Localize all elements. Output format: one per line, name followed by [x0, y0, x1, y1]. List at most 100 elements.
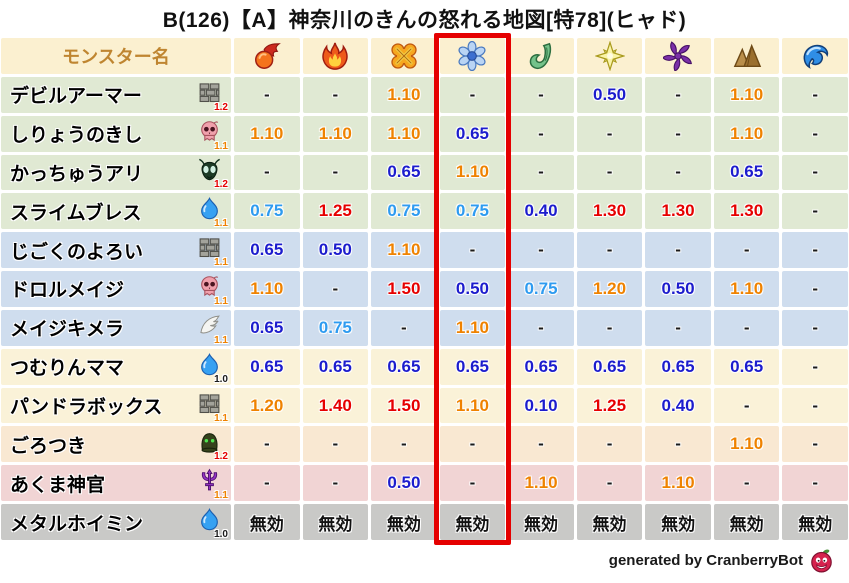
resistance-cell: 0.50 [645, 271, 711, 307]
explosion-icon [389, 41, 419, 71]
resistance-cell: 1.10 [234, 271, 300, 307]
monster-name-cell: ドロルメイジ 1.1 [1, 271, 231, 307]
resistance-cell: 無効 [439, 504, 506, 540]
resistance-cell: - [302, 154, 369, 191]
bug-icon [197, 157, 222, 182]
resistance-cell: 0.50 [439, 271, 506, 307]
resistance-cell: 0.65 [439, 115, 506, 152]
resistance-cell: - [234, 76, 300, 113]
slime-icon [197, 507, 222, 532]
resistance-cell: 1.10 [371, 76, 437, 113]
resistance-cell: 0.75 [508, 271, 574, 307]
family-badge: 1.1 [196, 196, 228, 229]
monster-name: デビルアーマー [10, 86, 142, 108]
resistance-cell: - [645, 115, 711, 152]
resistance-cell: - [782, 309, 848, 346]
monster-name: つむりんママ [10, 358, 125, 380]
family-badge: 1.1 [196, 468, 228, 501]
monster-name: じごくのよろい [10, 241, 144, 263]
resistance-cell: 無効 [576, 504, 643, 540]
resistance-cell: 1.10 [371, 115, 437, 152]
resistance-cell: 0.65 [234, 232, 300, 269]
resistance-cell: 0.50 [371, 465, 437, 502]
family-badge: 1.1 [196, 313, 228, 346]
monster-name-cell: しりょうのきし 1.1 [1, 115, 231, 152]
element-column-header-wave [782, 38, 848, 74]
resistance-cell: - [302, 76, 369, 113]
credit-text: generated by CranberryBot [608, 552, 803, 569]
resistance-cell: - [782, 387, 848, 424]
resistance-cell: 無効 [713, 504, 780, 540]
element-column-header-flame [302, 38, 369, 74]
monster-name-cell: ごろつき 1.2 [1, 426, 231, 463]
skull-icon [197, 274, 222, 299]
resistance-cell: 0.65 [371, 154, 437, 191]
monster-name-cell: パンドラボックス 1.1 [1, 387, 231, 424]
resistance-cell: - [234, 154, 300, 191]
monster-name: パンドラボックス [10, 397, 163, 419]
resistance-cell: 無効 [234, 504, 300, 540]
resistance-cell: 無効 [302, 504, 369, 540]
resistance-cell: 0.50 [302, 232, 369, 269]
resistance-cell: 1.30 [576, 193, 643, 230]
page-title: B(126)【A】神奈川のきんの怒れる地図[特78](ヒャド) [162, 9, 687, 32]
resistance-cell: - [439, 232, 506, 269]
family-multiplier: 1.1 [214, 295, 228, 307]
resistance-cell: - [439, 76, 506, 113]
resistance-cell: 0.65 [713, 348, 780, 385]
monster-name-column-header: モンスター名 [1, 38, 231, 74]
brick-icon [197, 391, 222, 416]
resistance-cell: 1.30 [645, 193, 711, 230]
resistance-cell: 0.50 [576, 76, 643, 113]
monster-name: スライムブレス [10, 202, 142, 224]
resistance-cell: 1.10 [508, 465, 574, 502]
resistance-cell: 0.75 [371, 193, 437, 230]
resistance-cell: 1.40 [302, 387, 369, 424]
monster-name-cell: つむりんママ 1.0 [1, 348, 231, 385]
brick-icon [197, 235, 222, 260]
fireball-icon [252, 41, 282, 71]
monster-name-cell: メイジキメラ 1.1 [1, 309, 231, 346]
resistance-cell: - [234, 465, 300, 502]
monster-name-cell: じごくのよろい 1.1 [1, 232, 231, 269]
snowflake-icon [457, 40, 487, 71]
resistance-cell: - [713, 309, 780, 346]
element-column-header-star [576, 38, 643, 74]
resistance-cell: - [508, 115, 574, 152]
monster-name-cell: あくま神官 1.1 [1, 465, 231, 502]
family-badge: 1.2 [196, 80, 228, 113]
resistance-cell: 1.10 [713, 76, 780, 113]
element-column-header-tornado [508, 38, 574, 74]
monster-name: ごろつき [10, 435, 87, 457]
resistance-cell: 0.65 [371, 348, 437, 385]
resistance-cell: - [713, 387, 780, 424]
resistance-cell: 無効 [645, 504, 711, 540]
resistance-cell: 1.30 [713, 193, 780, 230]
family-badge: 1.2 [196, 429, 228, 463]
resistance-cell: - [645, 426, 711, 463]
resistance-cell: 1.10 [645, 465, 711, 502]
resistance-cell: 1.50 [371, 387, 437, 424]
resistance-cell: - [576, 465, 643, 502]
pinwheel-icon [663, 41, 693, 71]
resistance-cell: - [576, 426, 643, 463]
resistance-cell: - [782, 426, 848, 463]
monster-name: しりょうのきし [10, 125, 143, 147]
monster-name: メイジキメラ [10, 319, 125, 341]
resistance-cell: 0.75 [439, 193, 506, 230]
resistance-cell: 1.20 [576, 271, 643, 307]
family-multiplier: 1.1 [214, 334, 228, 346]
resistance-table: モンスター名 デビルアーマー 1.2- -1.10- -0.50-1.10- しりょうの… [1, 33, 848, 545]
cranberrybot-icon [808, 547, 835, 574]
element-column-header-fireball [234, 38, 300, 74]
resistance-cell: - [508, 426, 574, 463]
resistance-cell: - [782, 115, 848, 152]
monster-name-cell: デビルアーマー 1.2 [1, 76, 231, 113]
resistance-cell: 0.65 [576, 348, 643, 385]
family-badge: 1.1 [196, 119, 228, 152]
monster-name-cell: スライムブレス 1.1 [1, 193, 231, 230]
mountain-icon [732, 41, 762, 71]
resistance-cell: - [782, 193, 848, 230]
family-multiplier: 1.2 [214, 451, 228, 463]
